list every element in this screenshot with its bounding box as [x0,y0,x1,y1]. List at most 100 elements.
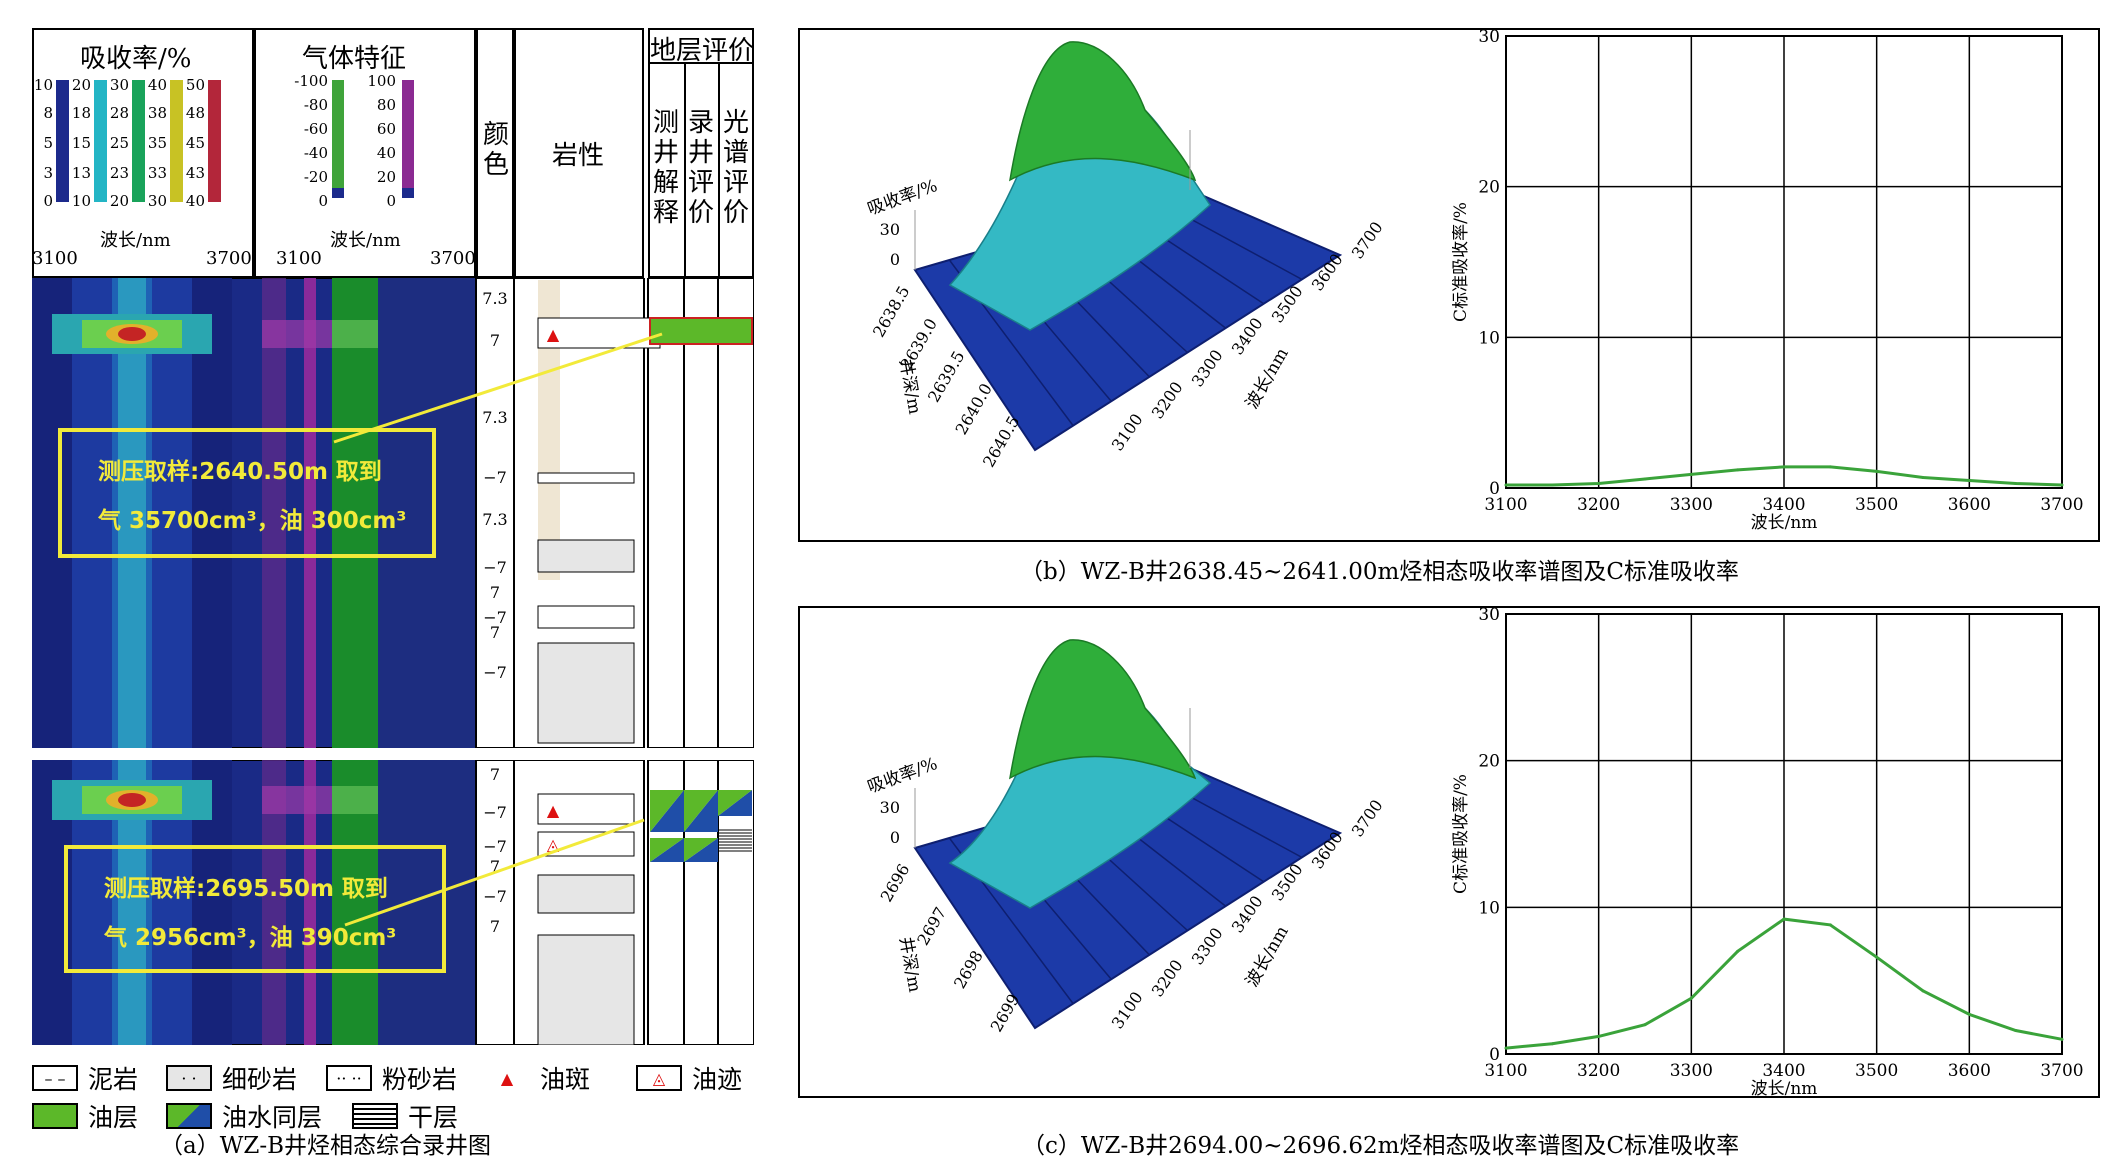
series-point [1921,475,1925,479]
series-point [1875,469,1879,473]
caption-b: （b）WZ-B井2638.45~2641.00m烃相态吸收率谱图及C标准吸收率 [1020,559,1739,585]
x-tick-label: 3300 [1670,1061,1713,1081]
x-tick-label: 3700 [2040,495,2083,515]
thin-bed [537,472,635,484]
color-col-header [476,28,514,278]
gas-tick-left: -20 [304,168,328,186]
absorbance-bar-4 [208,80,221,202]
absorbance-tick: 25 [110,134,129,152]
series-point [2014,481,2018,485]
oil-spot-icon: ▲ [547,801,560,820]
spectral-band [32,278,72,748]
fine-sand-block-2 [537,642,635,744]
color-value: −7 [483,608,507,627]
oil-water-green [650,838,684,862]
legend-label: 油层 [88,1103,139,1132]
purple-band-2 [304,278,316,748]
absorbance-tick: 23 [110,164,129,182]
color-value: 7 [490,583,500,602]
series-point [1597,1034,1601,1038]
wave-label-1: 波长/nm [100,230,171,251]
wave-left-2: 3100 [276,248,322,269]
leader-line [333,332,663,444]
lower-annotation-line1: 测压取样:2695.50m 取到 [104,876,388,902]
x-tick-label: 3600 [1948,1061,1991,1081]
color-value: 7 [490,857,500,876]
spectral-band [192,278,232,748]
series-point [1689,472,1693,476]
lower-annotation: 测压取样:2695.50m 取到 气 2956cm³，油 390cm³ [64,845,446,973]
gas-header [254,28,476,278]
legend-label: 油斑 [540,1065,591,1094]
depth-tick: 2638.5 [869,283,913,341]
series-point [1782,917,1786,921]
series-point [1828,923,1832,927]
x-tick-label: 3100 [1484,495,1527,515]
color-value: −7 [483,558,507,577]
x-tick-label: 3500 [1855,1061,1898,1081]
oil-water-layer-icon [166,1103,212,1129]
x-axis-label: 波长/nm [1751,1079,1818,1096]
oil-spot-icon: ▲ [484,1065,530,1091]
absorbance-tick: 0 [43,192,53,210]
absorbance-tick: 40 [148,76,167,94]
x-tick-label: 3500 [1855,495,1898,515]
spectral-band [72,278,112,748]
color-value: 7 [490,623,500,642]
absorbance-scale: 1085302018151310302825232040383533305048… [34,76,221,210]
wave-tick: 3100 [1108,988,1147,1032]
surface-green [1009,41,1197,182]
color-value: −7 [483,663,507,682]
color-value: −7 [483,468,507,487]
depth-tick: 2697 [913,904,950,949]
surface-plot-b: 吸收率/%3002638.52639.02639.52640.02640.5井深… [865,41,1387,471]
gas-tick-right: 100 [367,72,396,90]
wave-tick: 3300 [1188,346,1227,390]
fine-sand-block-2 [537,934,635,1045]
x-tick-label: 3200 [1577,1061,1620,1081]
gas-scale: -100 -80 -60 -40 -20 0 100 80 60 40 20 0 [294,72,414,210]
absorbance-tick: 35 [148,134,167,152]
wave-tick: 3700 [1348,218,1387,262]
absorbance-bar-1 [94,80,107,202]
x-tick-label: 3400 [1762,495,1805,515]
depth-tick: 2698 [950,947,987,992]
green-band [332,278,378,748]
absorbance-tick: 38 [148,104,167,122]
series-point [1921,989,1925,993]
absorbance-tick: 48 [186,104,205,122]
wave-right: 3700 [206,248,252,269]
legend-fine-sandstone: · · 细砂岩 [166,1060,297,1096]
z-tick: 30 [880,798,900,817]
wave-tick: 3200 [1148,956,1187,1000]
series-point [1689,996,1693,1000]
siltstone-icon: ·· ·· [326,1065,372,1091]
series-point [1597,481,1601,485]
depth-tick: 2696 [877,861,914,906]
x-tick-label: 3400 [1762,1061,1805,1081]
legend-oil-water-layer: 油水同层 [166,1098,322,1134]
color-value: 7.3 [482,510,507,529]
gas-tick-left: -100 [294,72,328,90]
depth-axis-label: 井深/m [895,935,924,993]
caption-c: （c）WZ-B井2694.00~2696.62m烃相态吸收率谱图及C标准吸收率 [1022,1133,1740,1159]
gas-bar-left-base [332,188,344,198]
absorbance-tick: 13 [72,164,91,182]
depth-tick: 2640.5 [979,413,1023,471]
series-point [1504,483,1508,487]
y-tick-label: 20 [1478,178,1500,198]
z-axis-label: 吸收率/% [865,754,940,798]
wave-axis-label: 波长/nm [1242,923,1293,991]
eval-divider [648,62,754,64]
series-point [1643,477,1647,481]
legend-label: 细砂岩 [222,1065,298,1094]
absorbance-tick: 30 [110,76,129,94]
right-band [378,760,476,1045]
x-tick-label: 3300 [1670,495,1713,515]
lith-col-header [514,28,644,278]
absorbance-tick: 45 [186,134,205,152]
absorbance-tick: 40 [186,192,205,210]
series-point [1550,1042,1554,1046]
silt-block [537,605,635,629]
absorbance-stream [118,278,146,748]
